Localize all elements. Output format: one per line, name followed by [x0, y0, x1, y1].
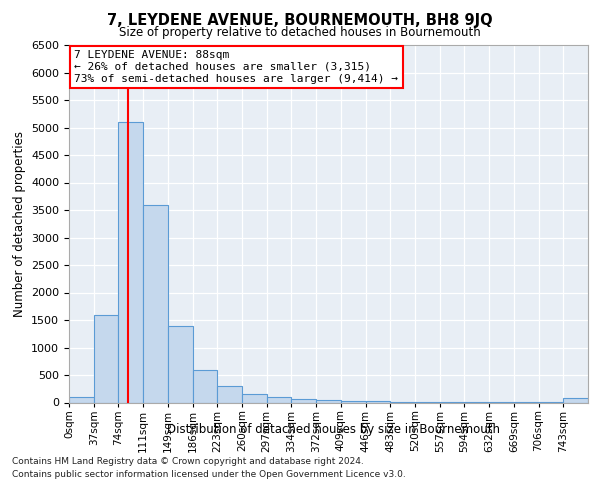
Bar [341, 401, 365, 402]
Bar [242, 394, 267, 402]
Text: Contains HM Land Registry data © Crown copyright and database right 2024.: Contains HM Land Registry data © Crown c… [12, 458, 364, 466]
Text: 7, LEYDENE AVENUE, BOURNEMOUTH, BH8 9JQ: 7, LEYDENE AVENUE, BOURNEMOUTH, BH8 9JQ [107, 12, 493, 28]
Y-axis label: Number of detached properties: Number of detached properties [13, 130, 26, 317]
Bar [292, 399, 316, 402]
Bar [94, 314, 118, 402]
Bar [168, 326, 193, 402]
Bar [267, 397, 292, 402]
Text: Contains public sector information licensed under the Open Government Licence v3: Contains public sector information licen… [12, 470, 406, 479]
Bar [193, 370, 217, 402]
Bar [69, 397, 94, 402]
Text: Size of property relative to detached houses in Bournemouth: Size of property relative to detached ho… [119, 26, 481, 39]
Bar [563, 398, 588, 402]
Bar [143, 204, 168, 402]
Bar [217, 386, 242, 402]
Bar [118, 122, 143, 402]
Text: 7 LEYDENE AVENUE: 88sqm
← 26% of detached houses are smaller (3,315)
73% of semi: 7 LEYDENE AVENUE: 88sqm ← 26% of detache… [74, 50, 398, 84]
Bar [316, 400, 341, 402]
Text: Distribution of detached houses by size in Bournemouth: Distribution of detached houses by size … [167, 422, 500, 436]
